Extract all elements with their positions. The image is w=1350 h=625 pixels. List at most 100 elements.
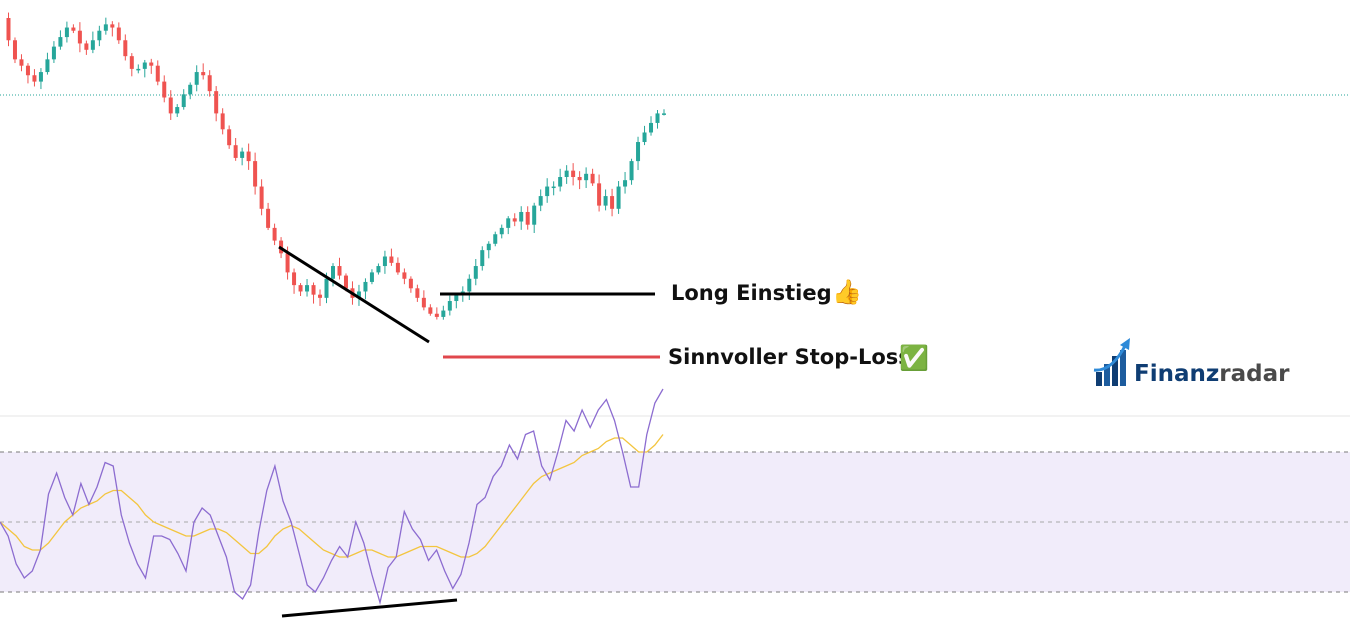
candle: [584, 167, 589, 188]
candle-body: [19, 59, 24, 66]
rsi-pane: [0, 388, 1350, 618]
candle: [292, 268, 297, 294]
candle-body: [343, 275, 348, 289]
candle-body: [246, 151, 251, 162]
candle: [142, 59, 147, 78]
candle: [64, 21, 69, 43]
candle-body: [116, 27, 121, 41]
candle-body: [590, 173, 595, 184]
candle-body: [551, 186, 556, 189]
candle: [408, 276, 413, 293]
candle: [473, 259, 478, 286]
bar-chart-arrow-icon: [1093, 338, 1130, 386]
candle-body: [577, 177, 582, 181]
candle: [162, 75, 167, 103]
candle: [597, 174, 602, 212]
candle: [227, 125, 232, 149]
candle-body: [538, 196, 543, 206]
rsi-line: [0, 388, 664, 606]
candle-body: [77, 30, 82, 44]
candle: [311, 282, 316, 304]
candle-body: [623, 180, 628, 187]
candle: [51, 41, 56, 63]
candle-body: [519, 211, 524, 222]
candle: [369, 269, 374, 285]
candle-body: [305, 285, 310, 292]
finanzradar-logo: Finanzradar: [1093, 338, 1290, 387]
candle: [220, 108, 225, 135]
candle: [259, 179, 264, 216]
candle-body: [642, 132, 647, 143]
logo-text-finanz: Finanz: [1134, 361, 1219, 387]
candle: [610, 188, 615, 217]
candle: [421, 290, 426, 311]
candle: [84, 40, 89, 55]
candle: [642, 125, 647, 146]
candle: [136, 64, 141, 74]
candle: [577, 171, 582, 190]
candle: [19, 54, 24, 72]
candle: [123, 34, 128, 61]
candle-body: [136, 68, 141, 71]
candle: [116, 22, 121, 44]
candle: [395, 257, 400, 275]
candle-body: [58, 37, 63, 47]
candle: [616, 181, 621, 214]
candle: [467, 274, 472, 300]
candle-body: [369, 272, 374, 282]
candle: [110, 21, 115, 37]
candle-body: [389, 256, 394, 263]
candle-body: [415, 288, 420, 298]
candle-body: [51, 46, 56, 60]
candle: [155, 60, 160, 86]
candle: [493, 231, 498, 247]
candle: [175, 104, 180, 117]
candle-body: [259, 186, 264, 209]
candle-body: [103, 24, 108, 31]
price-pane: Long Einstieg 👍 Sinnvoller Stop-Loss ✅: [0, 12, 1350, 372]
candle-body: [532, 205, 537, 225]
candle: [214, 86, 219, 122]
candle-body: [142, 62, 147, 69]
candle-body: [603, 196, 608, 206]
candle: [434, 307, 439, 320]
candle: [77, 22, 82, 53]
candle: [58, 30, 63, 50]
candle: [551, 181, 556, 196]
candle-body: [655, 113, 660, 123]
candle-body: [473, 266, 478, 279]
candle: [655, 109, 660, 129]
candle: [6, 12, 11, 47]
candle-body: [110, 24, 115, 28]
candle: [298, 283, 303, 296]
candle-body: [512, 218, 517, 222]
candle-body: [441, 310, 446, 317]
candle-body: [318, 294, 323, 298]
candle-body: [525, 211, 530, 225]
candle-body: [38, 72, 43, 82]
candle: [318, 289, 323, 306]
candle: [402, 268, 407, 285]
candle: [447, 295, 452, 316]
candle: [519, 206, 524, 230]
candle: [363, 278, 368, 300]
candle: [201, 63, 206, 80]
candles: [6, 12, 666, 320]
candle-body: [662, 113, 666, 115]
candle: [538, 189, 543, 212]
logo-text-radar: radar: [1219, 361, 1290, 387]
candle: [428, 304, 433, 316]
candle: [662, 109, 666, 116]
candle-body: [168, 97, 173, 114]
candle: [188, 82, 193, 100]
candle-body: [467, 278, 472, 292]
candle-body: [376, 266, 381, 273]
candle-body: [162, 81, 167, 98]
candle: [90, 31, 95, 54]
candle: [636, 136, 641, 171]
annotation-long-einstieg: Long Einstieg: [671, 281, 832, 305]
candle: [207, 70, 212, 97]
candle-body: [571, 170, 576, 177]
candle: [480, 246, 485, 271]
candle-body: [558, 177, 563, 187]
